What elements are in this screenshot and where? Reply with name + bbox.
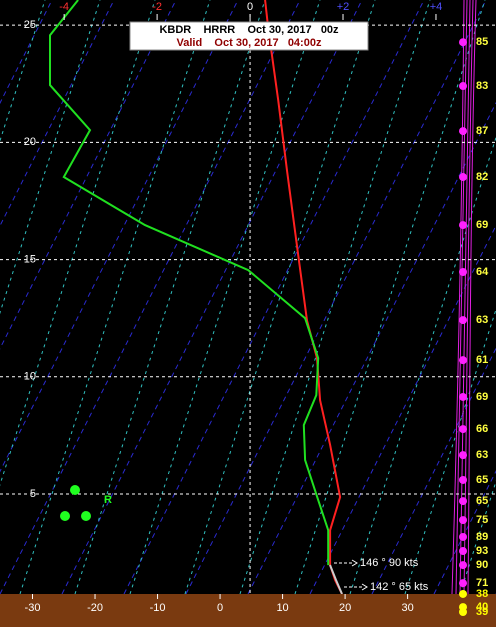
x-tick-label: 20 xyxy=(339,602,351,614)
wind-trace xyxy=(329,564,343,595)
y-tick-label: 25 xyxy=(24,19,36,31)
rh-label: 75 xyxy=(476,514,488,526)
isotherm xyxy=(0,0,301,595)
rh-dot xyxy=(459,127,467,136)
moist-line xyxy=(467,0,477,595)
isotherm xyxy=(61,0,363,595)
rh-dot xyxy=(459,589,467,598)
wind-label: 146 ° 90 kts xyxy=(360,557,419,569)
chart-title: KBDR HRRR Oct 30, 2017 00z xyxy=(159,24,339,36)
adiabat xyxy=(0,0,101,315)
rh-label: 69 xyxy=(476,391,488,403)
adiabat xyxy=(294,0,486,595)
y-tick-label: 10 xyxy=(24,371,36,383)
chart-subtitle: Valid Oct 30, 2017 04:00z xyxy=(177,37,322,49)
rh-label: 66 xyxy=(476,423,488,435)
x-tick-label: -30 xyxy=(25,602,41,614)
profile-line xyxy=(264,0,343,595)
precip-dot xyxy=(60,511,70,521)
isotherm xyxy=(247,101,496,595)
precip-dot xyxy=(81,511,91,521)
bottom-band xyxy=(0,594,496,627)
adiabat xyxy=(0,0,156,487)
rh-label: 90 xyxy=(476,559,488,571)
rh-label: 38 xyxy=(476,588,488,600)
isotherm xyxy=(309,224,496,595)
x2-tick-label: 0 xyxy=(247,1,253,13)
precip-dot xyxy=(70,485,80,495)
x-tick-label: 10 xyxy=(276,602,288,614)
x2-tick-label: -4 xyxy=(59,1,69,13)
rh-dot xyxy=(459,38,467,47)
rh-label: 69 xyxy=(476,219,488,231)
rh-dot xyxy=(459,516,467,525)
rh-dot xyxy=(459,267,467,276)
isotherm xyxy=(433,470,496,595)
x-tick-label: -10 xyxy=(150,602,166,614)
background-lines xyxy=(0,0,496,595)
x-tick-label: 0 xyxy=(217,602,223,614)
rh-label: 82 xyxy=(476,171,488,183)
rh-label: 65 xyxy=(476,474,488,486)
rh-dot xyxy=(459,173,467,182)
rh-dot xyxy=(459,561,467,570)
rh-label: 65 xyxy=(476,495,488,507)
rh-dot xyxy=(459,425,467,434)
rh-dot xyxy=(459,392,467,401)
rh-dot xyxy=(459,316,467,325)
y-tick-label: 20 xyxy=(24,136,36,148)
x-tick-label: -20 xyxy=(87,602,103,614)
moist-line xyxy=(459,0,471,595)
rh-dot xyxy=(459,497,467,506)
adiabat xyxy=(0,0,46,143)
rh-label: 71 xyxy=(476,577,488,589)
adiabat xyxy=(239,0,431,595)
rh-dot xyxy=(459,607,467,616)
rh-dot xyxy=(459,475,467,484)
y-tick-label: 15 xyxy=(24,253,36,265)
rh-label: 63 xyxy=(476,314,488,326)
x2-tick-label: +2 xyxy=(337,1,350,13)
rh-label: 85 xyxy=(476,36,488,48)
x2-tick-label: -2 xyxy=(152,1,162,13)
rh-label: 83 xyxy=(476,80,488,92)
wind-arrowhead xyxy=(361,583,368,591)
adiabat xyxy=(129,0,321,595)
adiabat xyxy=(184,0,376,595)
rh-label: 40 xyxy=(476,601,488,613)
rh-label: 89 xyxy=(476,531,488,543)
rh-dot xyxy=(459,451,467,460)
rh-label: 61 xyxy=(476,354,488,366)
adiabat xyxy=(19,0,211,595)
precip-label: R xyxy=(104,494,112,506)
rh-label: 87 xyxy=(476,125,488,137)
isotherm xyxy=(371,347,496,595)
isotherm xyxy=(185,0,487,595)
rh-dot xyxy=(459,356,467,365)
profile-line xyxy=(49,0,330,566)
wind-arrowhead xyxy=(351,559,358,567)
moist-line xyxy=(463,0,474,595)
rh-label: 39 xyxy=(476,606,488,618)
y-tick-label: 5 xyxy=(30,488,36,500)
x2-tick-label: +4 xyxy=(430,1,443,13)
rh-dot xyxy=(459,82,467,91)
isotherm xyxy=(123,0,425,595)
rh-dot xyxy=(459,221,467,230)
rh-label: 64 xyxy=(476,266,489,278)
rh-label: 63 xyxy=(476,449,488,461)
rh-label: 93 xyxy=(476,545,488,557)
x-tick-label: 30 xyxy=(401,602,413,614)
rh-dot xyxy=(459,532,467,541)
wind-label: 142 ° 65 kts xyxy=(370,581,429,593)
adiabat xyxy=(74,0,266,595)
title-box xyxy=(129,21,369,51)
rh-dot xyxy=(459,547,467,556)
rh-dot xyxy=(459,579,467,588)
